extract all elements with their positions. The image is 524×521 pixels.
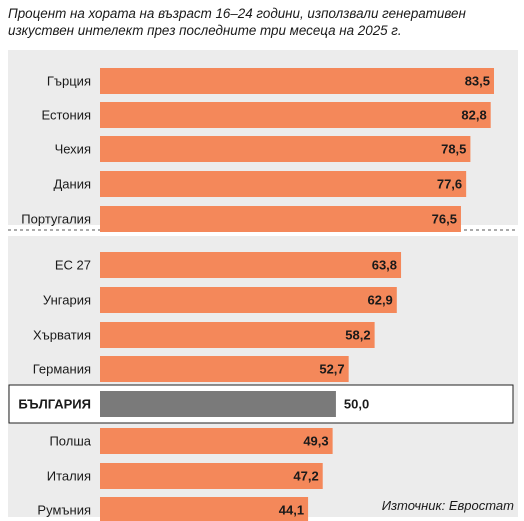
bar-10 (100, 391, 336, 417)
value-label: 78,5 (441, 142, 466, 157)
value-label: 62,9 (367, 293, 392, 308)
bar-13 (100, 497, 309, 521)
category-label: Германия (33, 362, 91, 377)
category-label: Дания (53, 177, 91, 192)
category-label: ЕС 27 (55, 258, 91, 273)
bar-4 (100, 171, 467, 197)
value-label: 82,8 (461, 108, 486, 123)
category-label: Унгария (43, 293, 91, 308)
value-label: 44,1 (279, 503, 304, 518)
value-label: 63,8 (372, 258, 397, 273)
bar-12 (100, 463, 323, 489)
bar-1 (100, 68, 494, 94)
category-label: Естония (41, 108, 91, 123)
value-label: 49,3 (303, 434, 328, 449)
bar-6 (100, 252, 402, 278)
value-label: 50,0 (344, 397, 369, 412)
chart-title: Процент на хората на възраст 16–24 годин… (8, 6, 466, 38)
bar-11 (100, 428, 333, 454)
bar-7 (100, 287, 397, 313)
value-label: 58,2 (345, 328, 370, 343)
value-label: 52,7 (319, 362, 344, 377)
category-label: Португалия (21, 212, 91, 227)
bar-2 (100, 102, 491, 128)
value-label: 47,2 (293, 469, 318, 484)
category-label: БЪЛГАРИЯ (18, 397, 91, 412)
bar-5 (100, 206, 461, 232)
bar-3 (100, 136, 471, 162)
category-label: Италия (47, 469, 91, 484)
value-label: 76,5 (432, 212, 457, 227)
value-label: 77,6 (437, 177, 462, 192)
bar-9 (100, 356, 349, 382)
category-label: Румъния (37, 503, 91, 518)
bar-8 (100, 322, 375, 348)
category-label: Гърция (47, 74, 91, 89)
category-label: Хърватия (33, 328, 91, 343)
category-label: Чехия (55, 142, 91, 157)
value-label: 83,5 (465, 74, 490, 89)
source-note: Източник: Евростат (381, 498, 514, 513)
category-label: Полша (49, 434, 91, 449)
